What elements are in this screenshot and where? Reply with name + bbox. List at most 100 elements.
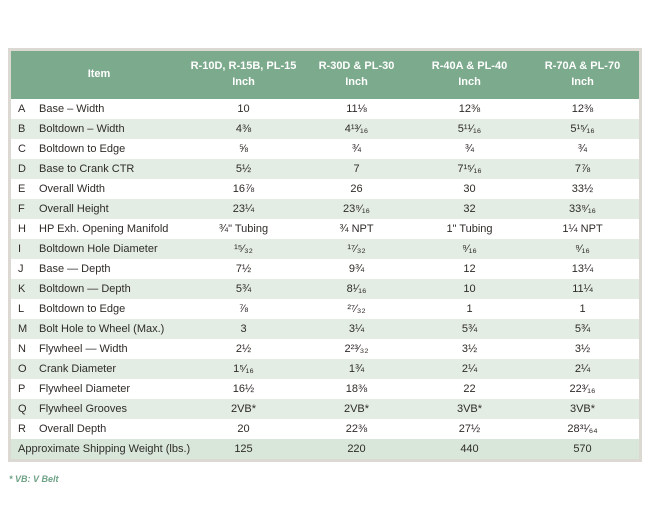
row-letter: C (18, 143, 26, 155)
row-value-r40a: 30 (463, 183, 476, 195)
row-value-r30d: 3¼ (300, 319, 413, 339)
shipping-weight-r70a: 570 (526, 439, 639, 459)
row-value-r10d: 10 (237, 103, 250, 115)
row-value-r30d: 9¾ (348, 263, 365, 275)
column-header-r40a-label: R-40A & PL-40 (431, 60, 508, 73)
row-value-r10d: 7½ (235, 263, 252, 275)
row-letter: B (11, 119, 35, 139)
table-row: I Boltdown Hole Diameter ¹⁵⁄₃₂ ¹⁷⁄₃₂ ⁹⁄₁… (11, 239, 639, 259)
row-value-r70a: ¾ (577, 143, 588, 155)
row-value-r30d: 4¹³⁄₁₆ (300, 119, 413, 139)
row-value-r30d: 2²³⁄₃₂ (344, 343, 369, 355)
header-row: Item R-10D, R-15B, PL-15 Inch R-30D & PL… (11, 51, 639, 99)
row-value-r10d: 16½ (232, 383, 255, 395)
row-value-r30d: 1¾ (300, 359, 413, 379)
row-value-r30d: 23⁹⁄₁₆ (300, 199, 413, 219)
row-value-r10d: 5¾ (187, 279, 300, 299)
row-letter: P (18, 383, 26, 395)
row-value-r30d: 18⅜ (345, 383, 368, 395)
row-value-r40a: 12 (463, 263, 476, 275)
table-row: L Boltdown to Edge ⅞ ²⁷⁄₃₂ 1 1 (11, 299, 639, 319)
row-value-r70a: 5¾ (526, 319, 639, 339)
row-value-r40a: 5¹¹⁄₁₆ (413, 119, 526, 139)
row-value-r70a: 12⅜ (571, 103, 594, 115)
row-value-r70a: 2¼ (526, 359, 639, 379)
row-value-r10d: 2½ (235, 343, 252, 355)
column-header-item-label: Item (87, 68, 111, 81)
row-item-label: Boltdown Hole Diameter (35, 239, 187, 259)
row-value-r70a: ⁹⁄₁₆ (526, 239, 639, 259)
row-value-r70a: 7⅞ (526, 159, 639, 179)
table-row: O Crank Diameter 1⁵⁄₁₆ 1¾ 2¼ 2¼ (11, 359, 639, 379)
row-value-r40a: 3½ (461, 343, 478, 355)
table-row: K Boltdown — Depth 5¾ 8¹⁄₁₆ 10 11¼ (11, 279, 639, 299)
column-header-r30d-unit: Inch (345, 76, 368, 88)
row-item-label: Base to Crank CTR (35, 159, 187, 179)
row-item-label: Flywheel Diameter (39, 383, 131, 395)
row-item-label: Bolt Hole to Wheel (Max.) (35, 319, 187, 339)
row-item-label: Flywheel Grooves (35, 399, 187, 419)
table-row: A Base – Width 10 11⅛ 12⅜ 12⅜ (11, 99, 639, 119)
column-header-r40a-unit: Inch (458, 76, 481, 88)
row-value-r70a: 1 (579, 303, 586, 315)
row-letter: K (11, 279, 35, 299)
row-value-r40a: 27½ (458, 423, 481, 435)
row-letter: F (11, 199, 35, 219)
row-value-r70a: 33½ (571, 183, 594, 195)
row-value-r10d: 1⁵⁄₁₆ (187, 359, 300, 379)
shipping-weight-row: Approximate Shipping Weight (lbs.) 125 2… (11, 439, 639, 459)
row-item-label: HP Exh. Opening Manifold (39, 223, 169, 235)
row-letter: R (18, 423, 26, 435)
row-value-r40a: 1" Tubing (446, 223, 493, 235)
table-row: Q Flywheel Grooves 2VB* 2VB* 3VB* 3VB* (11, 399, 639, 419)
row-value-r30d: ¹⁷⁄₃₂ (300, 239, 413, 259)
row-value-r30d: 22⅜ (345, 423, 368, 435)
row-value-r30d: ¾ (351, 143, 362, 155)
row-value-r40a: 2¼ (413, 359, 526, 379)
row-value-r70a: 22³⁄₁₆ (569, 383, 596, 395)
row-letter: L (18, 303, 25, 315)
row-value-r70a: 28³¹⁄₆₄ (567, 423, 598, 435)
row-value-r70a: 3VB* (526, 399, 639, 419)
table-row: D Base to Crank CTR 5½ 7 7¹⁵⁄₁₆ 7⅞ (11, 159, 639, 179)
row-value-r30d: 7 (300, 159, 413, 179)
row-letter: Q (11, 399, 35, 419)
row-value-r10d: 3 (187, 319, 300, 339)
shipping-weight-r30d: 220 (300, 439, 413, 459)
row-value-r10d: ¾" Tubing (218, 223, 269, 235)
row-value-r40a: 22 (463, 383, 476, 395)
row-value-r40a: 7¹⁵⁄₁₆ (413, 159, 526, 179)
row-value-r40a: 1 (466, 303, 473, 315)
row-letter: O (11, 359, 35, 379)
column-header-r10d-label: R-10D, R-15B, PL-15 (190, 60, 297, 73)
row-item-label: Overall Height (35, 199, 187, 219)
table-row: C Boltdown to Edge ⅝ ¾ ¾ ¾ (11, 139, 639, 159)
row-letter: N (18, 343, 26, 355)
column-header-r30d-label: R-30D & PL-30 (318, 60, 395, 73)
spec-table: Item R-10D, R-15B, PL-15 Inch R-30D & PL… (11, 51, 639, 459)
row-letter: I (11, 239, 35, 259)
shipping-weight-r40a: 440 (413, 439, 526, 459)
column-header-r10d: R-10D, R-15B, PL-15 Inch (187, 51, 300, 99)
row-value-r70a: 3½ (574, 343, 591, 355)
table-row: M Bolt Hole to Wheel (Max.) 3 3¼ 5¾ 5¾ (11, 319, 639, 339)
row-value-r10d: 23¼ (187, 199, 300, 219)
table-row: R Overall Depth 20 22⅜ 27½ 28³¹⁄₆₄ (11, 419, 639, 439)
row-letter: A (18, 103, 26, 115)
row-value-r40a: ¾ (464, 143, 475, 155)
table-row: P Flywheel Diameter 16½ 18⅜ 22 22³⁄₁₆ (11, 379, 639, 399)
row-value-r10d: 20 (237, 423, 250, 435)
row-item-label: Crank Diameter (35, 359, 187, 379)
row-value-r10d: ¹⁵⁄₃₂ (187, 239, 300, 259)
row-value-r10d: 16⅞ (232, 183, 255, 195)
row-value-r30d: 11⅛ (346, 103, 367, 115)
row-value-r70a: 13¼ (571, 263, 594, 275)
column-header-r30d: R-30D & PL-30 Inch (300, 51, 413, 99)
row-letter: D (11, 159, 35, 179)
shipping-weight-label: Approximate Shipping Weight (lbs.) (11, 439, 190, 459)
row-value-r40a: ⁹⁄₁₆ (413, 239, 526, 259)
row-letter: M (11, 319, 35, 339)
row-value-r40a: 5¾ (413, 319, 526, 339)
row-value-r30d: ²⁷⁄₃₂ (347, 303, 366, 315)
table-row: H HP Exh. Opening Manifold ¾" Tubing ¾ N… (11, 219, 639, 239)
